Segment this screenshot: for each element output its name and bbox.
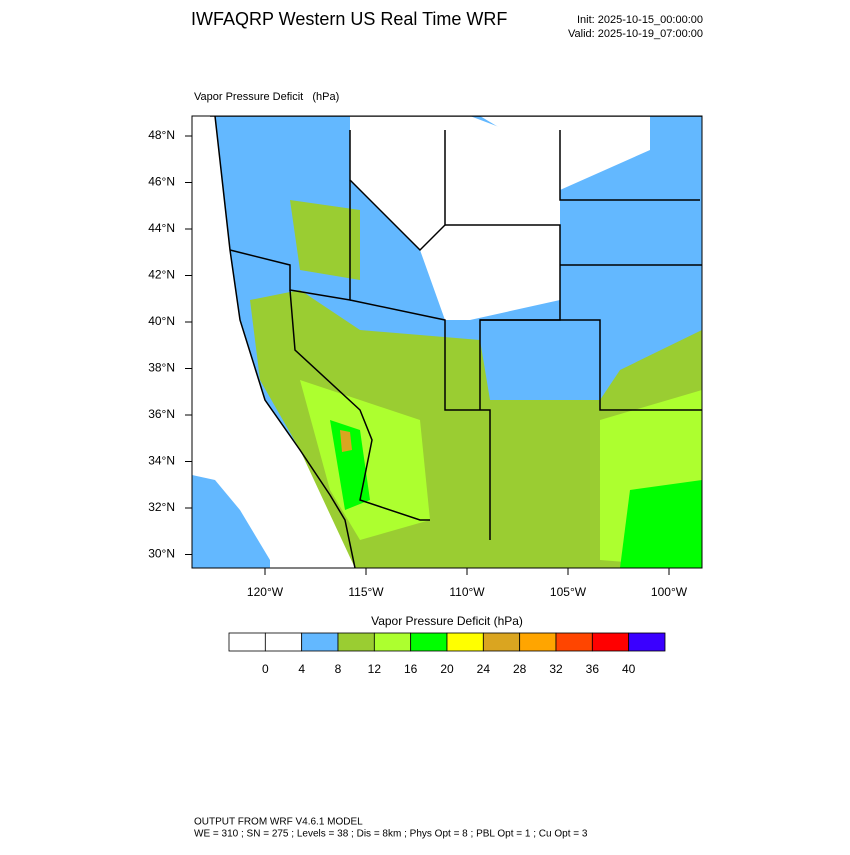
lat-label: 36°N [148, 407, 175, 421]
colorbar: 0 4 8 12 16 20 24 28 32 36 40 [228, 632, 666, 676]
colorbar-box [446, 632, 484, 652]
colorbar-label: 0 [262, 662, 269, 676]
colorbar-label: 32 [549, 662, 563, 676]
colorbar-label: 20 [440, 662, 454, 676]
colorbar-box [373, 632, 412, 652]
lat-label: 42°N [148, 268, 175, 282]
field-region [192, 475, 270, 568]
lat-label: 38°N [148, 361, 175, 375]
init-time: Init: 2025-10-15_00:00:00 [577, 14, 703, 26]
field-region [350, 116, 560, 320]
colorbar-box [337, 632, 375, 652]
lat-label: 34°N [148, 454, 175, 468]
field-region [330, 420, 370, 510]
state-borders [210, 116, 702, 568]
footer-line: OUTPUT FROM WRF V4.6.1 MODEL [194, 817, 363, 828]
lon-label: 105°W [550, 585, 587, 599]
lon-labels: 120°W 115°W 110°W 105°W 100°W [247, 568, 688, 599]
colorbar-box [555, 632, 593, 652]
lat-label: 44°N [148, 221, 175, 235]
map-title: Vapor Pressure Deficit (hPa) [194, 91, 339, 103]
map-field [192, 116, 702, 568]
colorbar-box [628, 632, 666, 652]
colorbar-label: 12 [368, 662, 382, 676]
field-region [340, 430, 352, 452]
colorbar-title: Vapor Pressure Deficit (hPa) [371, 614, 523, 628]
colorbar-label: 28 [513, 662, 527, 676]
colorbar-box [591, 632, 630, 652]
colorbar-label: 4 [298, 662, 305, 676]
lat-label: 46°N [148, 175, 175, 189]
lon-label: 120°W [247, 585, 284, 599]
field-region [620, 480, 702, 568]
lat-label: 32°N [148, 500, 175, 514]
colorbar-box [301, 632, 339, 652]
colorbar-label: 8 [335, 662, 342, 676]
colorbar-box [264, 632, 303, 652]
colorbar-box [410, 632, 448, 652]
lat-label: 30°N [148, 547, 175, 561]
colorbar-label: 24 [477, 662, 491, 676]
colorbar-box [519, 632, 557, 652]
lon-label: 100°W [651, 585, 688, 599]
footer-line: WE = 310 ; SN = 275 ; Levels = 38 ; Dis … [194, 829, 588, 840]
field-region [480, 116, 650, 190]
colorbar-box [482, 632, 521, 652]
valid-time: Valid: 2025-10-19_07:00:00 [568, 28, 703, 40]
title: IWFAQRP Western US Real Time WRF [191, 9, 507, 29]
map-frame [191, 115, 703, 569]
field-region [300, 380, 430, 540]
colorbar-label: 16 [404, 662, 418, 676]
lon-label: 115°W [348, 585, 384, 599]
colorbar-label: 36 [586, 662, 600, 676]
lat-label: 40°N [148, 314, 175, 328]
lon-label: 110°W [449, 585, 485, 599]
lat-labels: 48°N 46°N 44°N 42°N 40°N 38°N 36°N 34°N 32°N 30°N [148, 128, 192, 561]
field-region [290, 200, 360, 280]
colorbar-label: 40 [622, 662, 636, 676]
colorbar-box [228, 632, 266, 652]
lat-label: 48°N [148, 128, 175, 142]
